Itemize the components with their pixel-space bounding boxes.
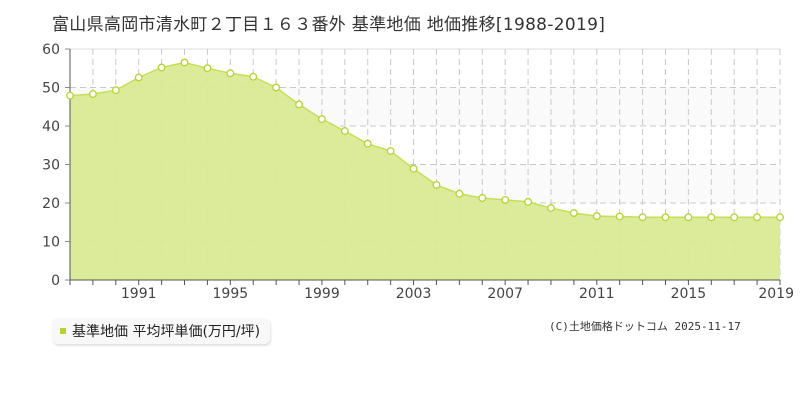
svg-text:1999: 1999 <box>304 286 340 302</box>
svg-text:2015: 2015 <box>671 286 707 302</box>
svg-text:40: 40 <box>42 119 60 135</box>
chart-title: 富山県高岡市清水町２丁目１６３番外 基準地価 地価推移[1988-2019] <box>52 15 606 35</box>
svg-text:30: 30 <box>42 158 60 174</box>
svg-text:1995: 1995 <box>213 286 249 302</box>
legend-swatch <box>60 328 66 334</box>
copyright-text: (C)土地価格ドットコム 2025-11-17 <box>549 320 741 333</box>
svg-text:10: 10 <box>42 235 60 251</box>
svg-text:20: 20 <box>42 196 60 212</box>
svg-text:60: 60 <box>42 42 60 58</box>
svg-text:2007: 2007 <box>487 286 523 302</box>
y-axis-ticks: 0 10 20 30 40 50 60 <box>42 42 70 289</box>
data-markers <box>66 58 784 222</box>
svg-text:2011: 2011 <box>579 286 615 302</box>
legend-label: 基準地価 平均坪単価(万円/坪) <box>72 324 261 340</box>
area-fill <box>70 62 780 280</box>
svg-text:2019: 2019 <box>758 286 794 302</box>
legend: 基準地価 平均坪単価(万円/坪) <box>52 318 271 344</box>
svg-text:2003: 2003 <box>396 286 432 302</box>
x-axis-ticks: 1991 1995 1999 2003 2007 2011 2015 2019 <box>69 280 794 302</box>
svg-text:1991: 1991 <box>121 286 157 302</box>
svg-text:50: 50 <box>42 81 60 97</box>
svg-text:0: 0 <box>51 273 60 289</box>
